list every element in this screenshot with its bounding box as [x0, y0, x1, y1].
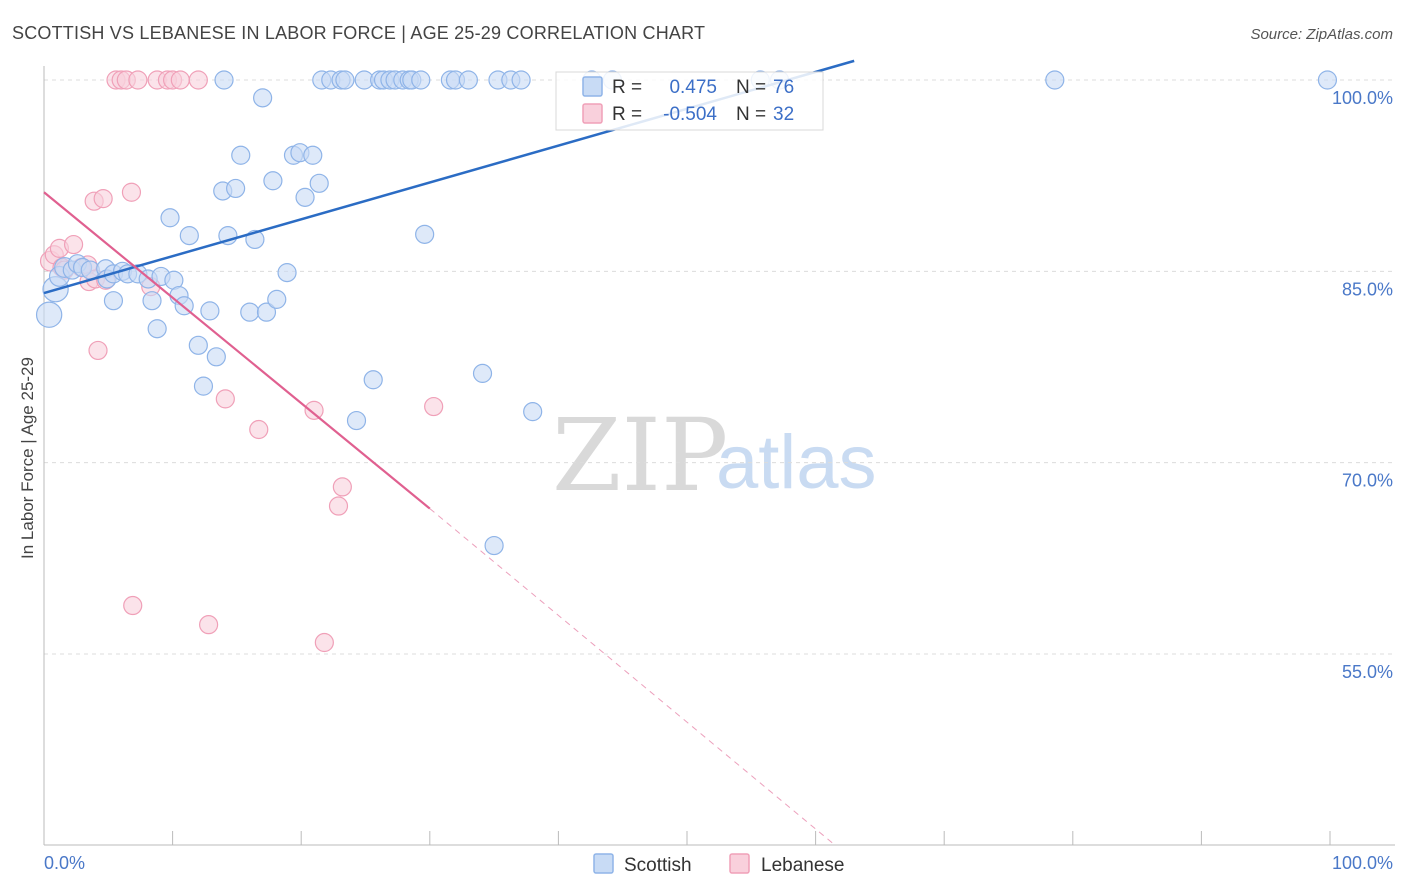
legend-swatch-scottish — [582, 76, 603, 97]
scottish-point-73 — [1045, 70, 1065, 90]
x-tick-label-100: 100.0% — [1332, 853, 1393, 873]
y-tick-label-70: 70.0% — [1342, 471, 1393, 491]
lebanese-point-30 — [314, 632, 334, 653]
legend-n-label-scottish: N = — [736, 77, 766, 98]
legend-r-label-scottish: R = — [612, 77, 642, 98]
scottish-point-16 — [142, 291, 162, 311]
legend-n-value-lebanese: 32 — [773, 104, 794, 125]
series-legend-label-scottish: Scottish — [624, 855, 692, 876]
scottish-point-27 — [206, 347, 226, 367]
scottish-point-62 — [458, 70, 478, 90]
lebanese-point-24 — [170, 70, 190, 90]
lebanese-point-28 — [249, 419, 269, 440]
y-tick-labels: 55.0% 70.0% 85.0% 100.0% — [1332, 88, 1393, 682]
legend-r-value-lebanese: -0.504 — [663, 104, 717, 125]
lebanese-point-11 — [88, 340, 108, 361]
scottish-point-42 — [303, 145, 323, 165]
legend-n-label-lebanese: N = — [736, 104, 766, 125]
scottish-point-48 — [346, 410, 367, 431]
scottish-point-75 — [214, 70, 234, 90]
x-tick-label-0: 0.0% — [44, 853, 85, 873]
chart-title: SCOTTISH VS LEBANESE IN LABOR FORCE | AG… — [12, 23, 705, 43]
lebanese-point-19 — [128, 70, 148, 90]
scottish-point-47 — [335, 70, 355, 90]
scottish-point-31 — [231, 145, 251, 165]
scottish-point-36 — [263, 171, 283, 191]
scottish-point-26 — [200, 301, 220, 321]
watermark-zip: ZIP — [552, 397, 728, 514]
scottish-points — [35, 70, 1338, 556]
scottish-point-18 — [147, 319, 167, 339]
legend-swatch-lebanese — [582, 103, 603, 124]
source-label: Source: ZipAtlas.com — [1250, 26, 1393, 43]
scottish-point-50 — [363, 370, 383, 390]
scottish-point-25 — [193, 376, 214, 396]
lebanese-point-27 — [215, 389, 235, 409]
series-legend-swatch-scottish — [593, 853, 614, 874]
stats-legend: R = 0.475 N = 76 R = -0.504 N = 32 — [555, 71, 824, 131]
scottish-point-30 — [226, 178, 246, 199]
scottish-point-22 — [160, 208, 180, 228]
lebanese-point-5 — [63, 234, 84, 255]
lebanese-point-26 — [199, 615, 219, 635]
lebanese-point-12 — [93, 189, 113, 209]
watermark: ZIP atlas — [552, 397, 877, 514]
grid-lines — [44, 79, 1395, 655]
scottish-point-74 — [1317, 70, 1338, 90]
scottish-point-67 — [511, 70, 531, 90]
scottish-point-13 — [103, 291, 124, 311]
lebanese-point-18 — [123, 595, 143, 616]
scottish-point-0 — [35, 301, 63, 328]
lebanese-point-33 — [424, 396, 444, 417]
lebanese-point-17 — [121, 182, 142, 202]
scottish-point-23 — [179, 226, 199, 246]
legend-n-value-scottish: 76 — [773, 77, 794, 98]
scottish-point-35 — [256, 302, 277, 322]
lebanese-point-32 — [332, 477, 352, 497]
scottish-point-37 — [267, 289, 287, 309]
lebanese-point-31 — [328, 496, 349, 516]
legend-r-label-lebanese: R = — [612, 104, 642, 125]
scottish-point-58 — [411, 70, 431, 90]
y-tick-label-100: 100.0% — [1332, 88, 1393, 108]
scottish-point-43 — [309, 173, 329, 193]
axes — [43, 66, 1395, 846]
lebanese-point-25 — [188, 70, 208, 90]
y-tick-label-55: 55.0% — [1342, 662, 1393, 682]
scottish-point-24 — [188, 335, 208, 355]
scottish-point-63 — [472, 363, 493, 383]
legend-r-value-scottish: 0.475 — [669, 77, 717, 98]
scottish-point-32 — [240, 302, 260, 322]
scottish-point-59 — [415, 224, 435, 244]
scottish-point-68 — [523, 402, 543, 422]
x-tick-labels: 0.0% 100.0% — [44, 853, 1393, 873]
series-legend: Scottish Lebanese — [593, 853, 844, 876]
y-axis-label: In Labor Force | Age 25-29 — [18, 357, 37, 559]
series-legend-swatch-lebanese — [729, 853, 750, 874]
y-tick-label-85: 85.0% — [1342, 279, 1393, 299]
scottish-point-64 — [484, 535, 504, 556]
scottish-point-34 — [253, 88, 273, 108]
lebanese-point-29 — [304, 400, 324, 420]
scottish-point-41 — [295, 187, 315, 207]
series-legend-label-lebanese: Lebanese — [761, 855, 844, 876]
lebanese-trend-line — [43, 191, 431, 510]
lebanese-trend-extension — [429, 508, 836, 846]
scottish-point-38 — [277, 263, 297, 283]
